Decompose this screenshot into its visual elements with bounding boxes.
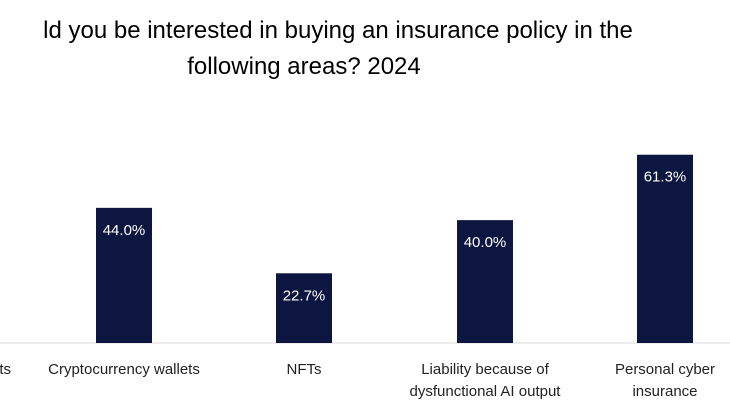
bar-1 xyxy=(96,207,152,343)
bar-4 xyxy=(637,154,693,343)
category-label-3-line-0: Liability because of xyxy=(421,361,549,378)
chart-title-line-1: ld you be interested in buying an insura… xyxy=(43,17,633,44)
bar-value-label-2: 22.7% xyxy=(283,287,326,304)
bar-2 xyxy=(276,273,332,343)
category-label-1-line-0: Cryptocurrency wallets xyxy=(48,361,200,378)
chart-title: ld you be interested in buying an insura… xyxy=(43,17,633,80)
bar-value-label-4: 61.3% xyxy=(644,169,687,186)
bar-3 xyxy=(457,220,513,343)
bar-labels: 44.0% 22.7% 40.0% 61.3% xyxy=(103,169,687,305)
bars xyxy=(96,154,693,343)
category-labels: ts Cryptocurrency wallets NFTs Liability be… xyxy=(0,361,715,400)
category-label-2-line-0: NFTs xyxy=(287,361,322,378)
chart-title-line-2: following areas? 2024 xyxy=(187,53,421,80)
category-label-4-line-1: insurance xyxy=(632,383,697,400)
category-label-4-line-0: Personal cyber xyxy=(615,361,715,378)
bar-value-label-3: 40.0% xyxy=(464,234,507,251)
category-label-0-line-0: ts xyxy=(0,361,11,378)
category-label-3-line-1: dysfunctional AI output xyxy=(410,383,562,400)
bar-value-label-1: 44.0% xyxy=(103,222,146,239)
